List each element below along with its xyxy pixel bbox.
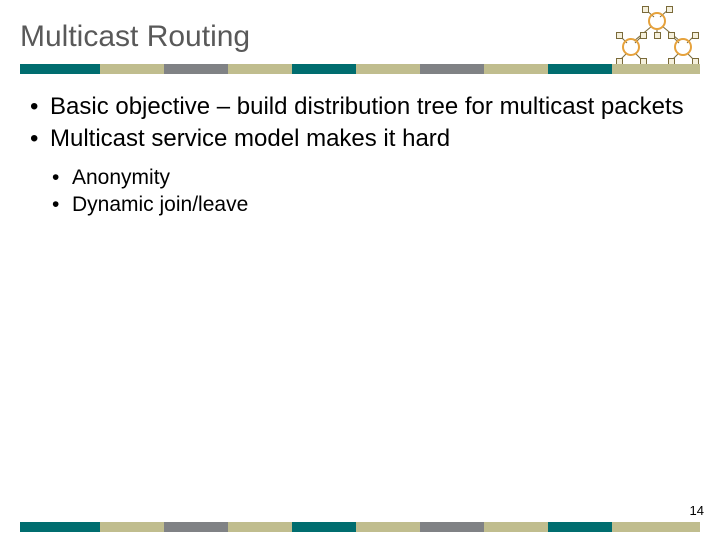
hub-icon <box>648 12 666 30</box>
stripe-segment <box>548 64 612 74</box>
stripe-segment <box>228 64 292 74</box>
stripe-segment <box>292 64 356 74</box>
bullet-item: Multicast service model makes it hard <box>26 124 694 154</box>
node-box-icon <box>668 32 675 39</box>
stripe-segment <box>484 522 548 532</box>
hub-icon <box>674 38 692 56</box>
sub-bullet-item: Dynamic join/leave <box>50 191 694 218</box>
stripe-segment <box>356 64 420 74</box>
stripe-segment <box>164 522 228 532</box>
stripe-segment <box>484 64 548 74</box>
stripe-segment <box>164 64 228 74</box>
bullet-list: Basic objective – build distribution tre… <box>26 92 694 154</box>
stripe-segment <box>228 522 292 532</box>
node-box-icon <box>666 6 673 13</box>
node-box-icon <box>692 32 699 39</box>
stripe-segment <box>100 522 164 532</box>
node-box-icon <box>616 32 623 39</box>
stripe-segment <box>612 522 700 532</box>
stripe-segment <box>356 522 420 532</box>
stripe-segment <box>292 522 356 532</box>
stripe-segment <box>100 64 164 74</box>
stripe-segment <box>20 64 100 74</box>
sub-bullet-list: Anonymity Dynamic join/leave <box>26 164 694 219</box>
slide: Multicast Routing Basic objective – buil… <box>0 0 720 540</box>
stripe-segment <box>20 522 100 532</box>
accent-stripe-top <box>20 64 700 74</box>
bullet-item: Basic objective – build distribution tre… <box>26 92 694 122</box>
accent-stripe-bottom <box>20 522 700 532</box>
node-box-icon <box>654 32 661 39</box>
stripe-segment <box>548 522 612 532</box>
stripe-segment <box>612 64 700 74</box>
stripe-segment <box>420 64 484 74</box>
node-box-icon <box>640 32 647 39</box>
sub-bullet-item: Anonymity <box>50 164 694 191</box>
slide-title: Multicast Routing <box>20 20 250 54</box>
node-box-icon <box>642 6 649 13</box>
page-number: 14 <box>690 503 704 518</box>
slide-content: Basic objective – build distribution tre… <box>26 92 694 219</box>
network-diagram-icon <box>612 6 702 66</box>
stripe-segment <box>420 522 484 532</box>
hub-icon <box>622 38 640 56</box>
